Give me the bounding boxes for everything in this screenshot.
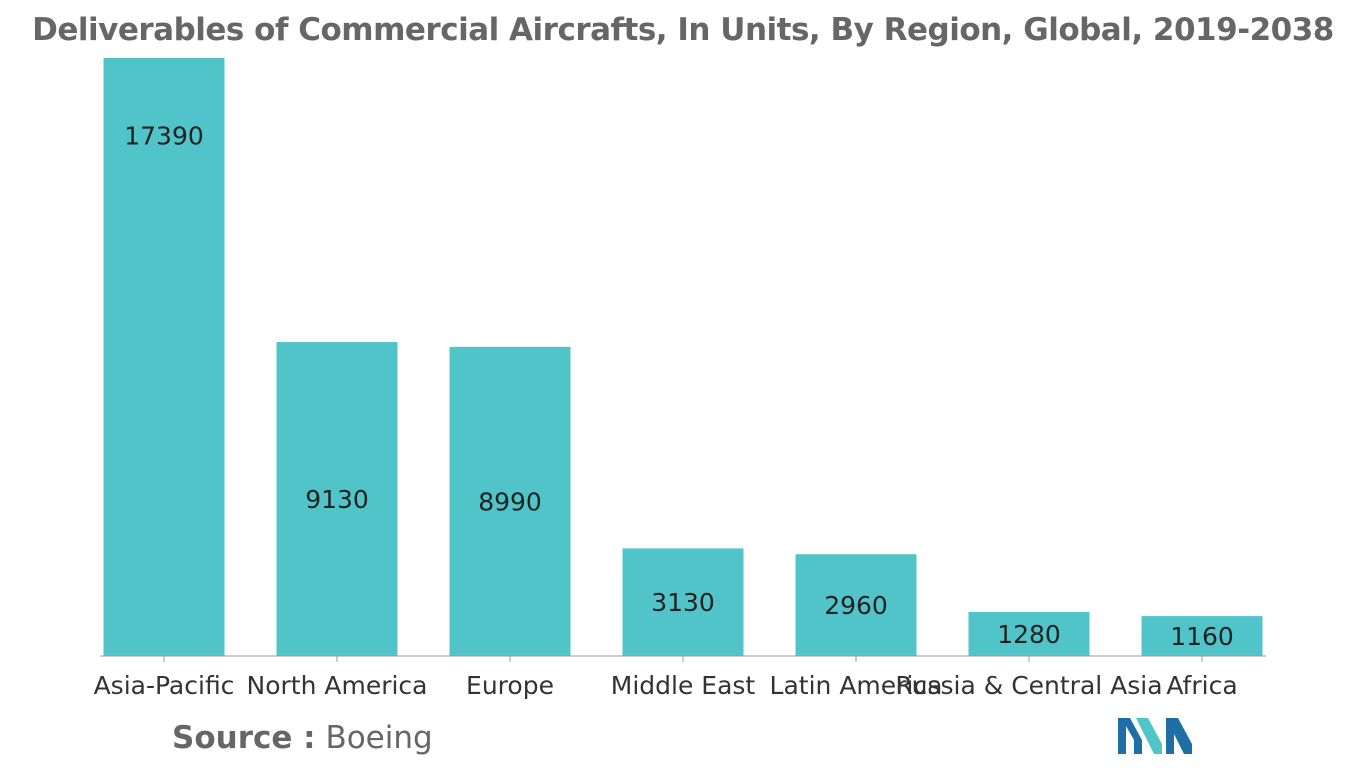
value-labels-group: 17390 9130 8990 3130 2960 1280 1160 [124,122,1234,651]
bars-group [103,58,1263,656]
bar-russia-central-asia [968,611,1090,656]
tick-label-asia-pacific: Asia-Pacific [94,671,235,700]
tick-label-europe: Europe [466,671,554,700]
value-label-europe: 8990 [478,487,542,516]
bar-africa [1141,616,1263,656]
bar-asia-pacific [103,58,225,656]
value-label-north-america: 9130 [305,485,369,514]
chart-title: Deliverables of Commercial Aircrafts, In… [32,12,1334,48]
logo-right-shape [1166,718,1192,754]
tick-label-africa: Africa [1166,671,1237,700]
x-tick-labels-group: Asia-Pacific North America Europe Middle Ea… [94,671,1238,700]
value-label-middle-east: 3130 [651,588,715,617]
source-label: Source : [172,720,316,756]
source-note: Source : Boeing [172,720,433,756]
source-value: Boeing [325,720,433,756]
value-label-africa: 1160 [1170,622,1234,651]
mordor-intelligence-logo-icon [1118,718,1192,754]
bar-latin-america [795,554,917,656]
tick-label-russia-central-asia: Russia & Central Asia [895,671,1162,700]
bar-north-america [276,342,398,656]
tick-label-middle-east: Middle East [611,671,756,700]
tick-label-latin-america: Latin America [770,671,943,700]
value-label-latin-america: 2960 [824,591,888,620]
bar-chart: 17390 9130 8990 3130 2960 1280 1160 Asia-Pacif… [94,58,1266,700]
logo-left-shape [1118,718,1142,754]
tick-label-north-america: North America [247,671,428,700]
value-label-russia-central-asia: 1280 [997,620,1061,649]
x-ticks-group [163,656,1203,662]
logo-mid-shape [1136,718,1162,754]
bar-middle-east [622,548,744,656]
bar-europe [449,346,571,656]
value-label-asia-pacific: 17390 [124,122,204,151]
